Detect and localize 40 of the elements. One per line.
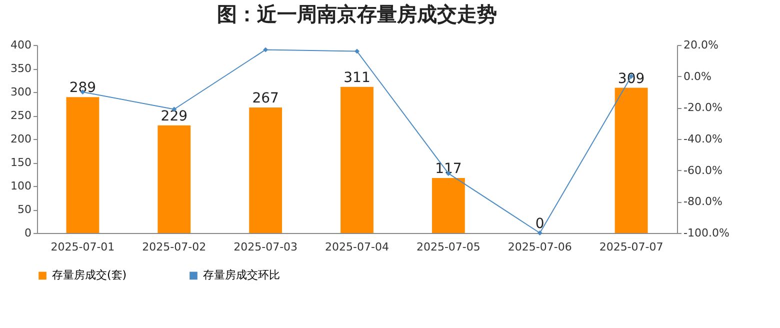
y-tick-label: 50	[18, 203, 32, 216]
data-label: 311	[344, 70, 370, 86]
x-tick-label: 2025-07-04	[325, 240, 389, 254]
data-label: 267	[252, 90, 279, 107]
bar	[614, 88, 648, 233]
data-label: 229	[160, 108, 188, 124]
y-tick-label: 400	[10, 38, 32, 52]
y2-tick-label: -40.0%	[684, 132, 722, 146]
x-tick-label: 2025-07-02	[142, 240, 206, 254]
y2-tick-label: -100.0%	[684, 226, 730, 240]
y2-tick-label: 0.0%	[684, 70, 712, 83]
x-tick-label: 2025-07-03	[234, 240, 298, 254]
y-tick-label: 200	[10, 132, 32, 146]
y2-tick-label: -80.0%	[684, 195, 722, 208]
y-tick-label: 150	[10, 156, 32, 169]
bar	[66, 97, 100, 233]
y-tick-label: 250	[10, 109, 32, 122]
chart-title: 图：近一周南京存量房成交走势	[217, 2, 497, 26]
bar	[432, 178, 465, 233]
bar	[158, 125, 191, 233]
point	[354, 48, 360, 54]
data-label: 289	[69, 80, 96, 96]
x-tick-label: 2025-07-01	[50, 240, 115, 254]
point	[263, 47, 268, 52]
x-tick-label: 2025-07-07	[599, 240, 664, 254]
bar	[249, 108, 282, 233]
x-tick-label: 2025-07-05	[416, 240, 480, 254]
y-tick-label: 0	[24, 226, 32, 240]
y-tick-label: 300	[10, 86, 32, 98]
legend-label: 存量房成交环比	[203, 268, 280, 282]
x-tick-label: 2025-07-06	[508, 240, 572, 254]
legend-label: 存量房成交(套)	[52, 268, 127, 282]
data-label: 0	[535, 216, 544, 232]
y-tick-label: 350	[10, 62, 32, 75]
bar	[340, 86, 374, 233]
y2-tick-label: 20.0%	[684, 38, 718, 52]
y2-tick-label: -20.0%	[684, 101, 722, 114]
point	[537, 230, 542, 236]
y-tick-label: 100	[10, 180, 32, 192]
y2-tick-label: -60.0%	[684, 164, 722, 177]
